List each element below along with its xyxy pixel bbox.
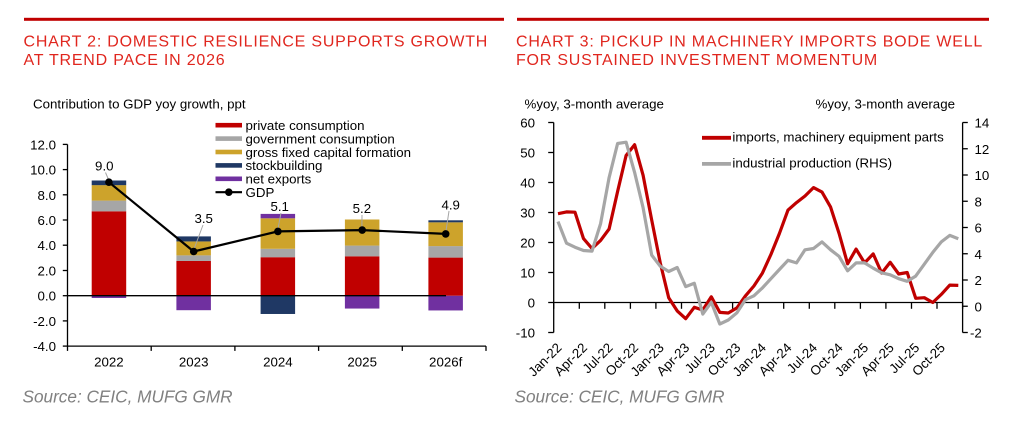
svg-text:2026f: 2026f xyxy=(429,355,463,370)
svg-text:%yoy, 3-month average: %yoy, 3-month average xyxy=(525,97,664,112)
svg-text:industrial production (RHS): industrial production (RHS) xyxy=(732,156,892,171)
svg-text:5.1: 5.1 xyxy=(270,199,289,214)
svg-text:12.0: 12.0 xyxy=(30,137,56,152)
svg-text:CHART 2: DOMESTIC RESILIENCE S: CHART 2: DOMESTIC RESILIENCE SUPPORTS GR… xyxy=(24,33,489,50)
svg-text:8.0: 8.0 xyxy=(38,188,57,203)
svg-text:10: 10 xyxy=(520,266,535,281)
svg-text:CHART 3: PICKUP IN MACHINERY I: CHART 3: PICKUP IN MACHINERY IMPORTS BOD… xyxy=(516,33,983,50)
svg-text:AT TREND PACE IN 2026: AT TREND PACE IN 2026 xyxy=(24,52,226,69)
svg-text:-4.0: -4.0 xyxy=(33,339,56,354)
svg-text:6: 6 xyxy=(975,221,982,236)
svg-text:50: 50 xyxy=(520,146,535,161)
svg-text:30: 30 xyxy=(520,206,535,221)
svg-text:Contribution to GDP yoy growth: Contribution to GDP yoy growth, ppt xyxy=(33,97,246,112)
svg-text:-10: -10 xyxy=(516,326,535,341)
svg-text:20: 20 xyxy=(520,236,535,251)
svg-text:40: 40 xyxy=(520,176,535,191)
svg-text:10.0: 10.0 xyxy=(30,163,56,178)
svg-text:Source: CEIC, MUFG GMR: Source: CEIC, MUFG GMR xyxy=(23,387,233,407)
svg-text:2.0: 2.0 xyxy=(38,264,57,279)
svg-text:6.0: 6.0 xyxy=(38,213,57,228)
svg-text:FOR SUSTAINED INVESTMENT MOMEN: FOR SUSTAINED INVESTMENT MOMENTUM xyxy=(516,52,878,69)
svg-text:-2: -2 xyxy=(970,326,982,341)
svg-text:10: 10 xyxy=(975,168,990,183)
svg-text:imports, machinery equipment p: imports, machinery equipment parts xyxy=(732,130,944,145)
svg-text:60: 60 xyxy=(520,116,535,131)
svg-text:0: 0 xyxy=(528,296,535,311)
svg-text:9.0: 9.0 xyxy=(95,158,114,173)
svg-text:Source: CEIC, MUFG GMR: Source: CEIC, MUFG GMR xyxy=(515,387,725,407)
svg-text:0.0: 0.0 xyxy=(38,289,57,304)
svg-text:14: 14 xyxy=(975,116,990,131)
svg-text:2022: 2022 xyxy=(94,355,124,370)
svg-text:-2.0: -2.0 xyxy=(33,314,56,329)
svg-text:5.2: 5.2 xyxy=(353,201,372,216)
svg-text:GDP: GDP xyxy=(246,185,275,200)
svg-text:%yoy, 3-month average: %yoy, 3-month average xyxy=(816,97,955,112)
svg-text:4.9: 4.9 xyxy=(441,198,460,213)
svg-text:2023: 2023 xyxy=(179,355,209,370)
svg-text:8: 8 xyxy=(975,194,982,209)
svg-text:2024: 2024 xyxy=(263,355,293,370)
svg-text:2: 2 xyxy=(975,273,982,288)
svg-text:3.5: 3.5 xyxy=(194,211,213,226)
svg-text:4: 4 xyxy=(975,247,982,262)
svg-text:0: 0 xyxy=(975,299,982,314)
svg-text:12: 12 xyxy=(975,142,990,157)
svg-text:4.0: 4.0 xyxy=(38,238,57,253)
svg-text:2025: 2025 xyxy=(347,355,377,370)
